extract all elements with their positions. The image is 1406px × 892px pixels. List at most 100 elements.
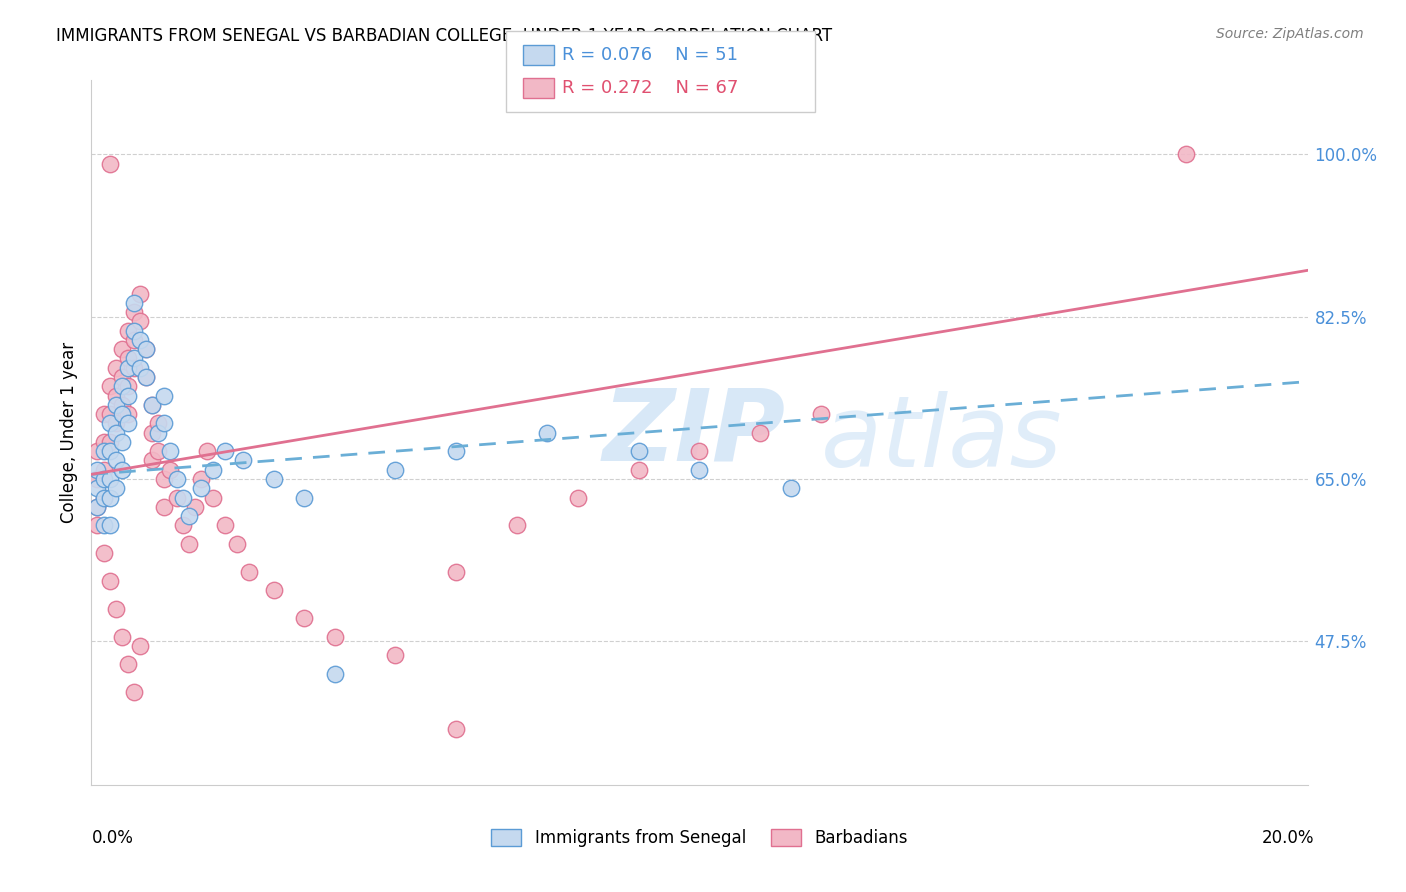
Point xyxy=(122,324,145,338)
Point xyxy=(177,509,200,524)
Point xyxy=(98,434,121,449)
Point xyxy=(292,611,315,625)
Point xyxy=(117,379,139,393)
Text: atlas: atlas xyxy=(821,392,1063,488)
Point xyxy=(141,398,163,412)
Point xyxy=(111,342,134,356)
Point xyxy=(93,444,115,458)
Point xyxy=(141,398,163,412)
Point xyxy=(117,351,139,366)
Point xyxy=(444,723,467,737)
Point xyxy=(93,463,115,477)
Point xyxy=(1174,147,1197,161)
Point xyxy=(292,491,315,505)
Point xyxy=(111,379,134,393)
Point xyxy=(122,295,145,310)
Point xyxy=(195,444,218,458)
Point xyxy=(98,491,121,505)
Point xyxy=(117,657,139,672)
Point xyxy=(93,434,115,449)
Point xyxy=(98,518,121,533)
Point xyxy=(166,472,188,486)
Point xyxy=(135,342,157,356)
Point xyxy=(323,666,346,681)
Point xyxy=(214,518,236,533)
Text: 20.0%: 20.0% xyxy=(1263,830,1315,847)
Point xyxy=(159,463,181,477)
Point xyxy=(93,472,115,486)
Point xyxy=(129,286,152,301)
Point xyxy=(122,333,145,347)
Point xyxy=(232,453,254,467)
Point xyxy=(263,583,285,598)
Point xyxy=(567,491,589,505)
Point xyxy=(86,472,108,486)
Point xyxy=(384,463,406,477)
Point xyxy=(111,370,134,384)
Point xyxy=(172,518,194,533)
Point xyxy=(688,463,710,477)
Point xyxy=(122,685,145,699)
Point xyxy=(323,630,346,644)
Point xyxy=(153,472,176,486)
Point xyxy=(111,434,134,449)
Point xyxy=(86,481,108,495)
Point xyxy=(148,417,170,431)
Point xyxy=(98,157,121,171)
Point xyxy=(172,491,194,505)
Point xyxy=(117,407,139,421)
Point xyxy=(117,324,139,338)
Point xyxy=(93,491,115,505)
Text: ZIP: ZIP xyxy=(602,384,785,481)
Point xyxy=(153,388,176,402)
Point xyxy=(148,425,170,440)
Point xyxy=(135,370,157,384)
Point xyxy=(135,370,157,384)
Point xyxy=(159,444,181,458)
Point xyxy=(536,425,558,440)
Point xyxy=(93,407,115,421)
Point xyxy=(148,444,170,458)
Point xyxy=(111,398,134,412)
Point xyxy=(190,472,212,486)
Point xyxy=(93,518,115,533)
Point xyxy=(238,565,260,579)
Point xyxy=(111,463,134,477)
Text: Source: ZipAtlas.com: Source: ZipAtlas.com xyxy=(1216,27,1364,41)
Point xyxy=(98,379,121,393)
Point xyxy=(104,453,127,467)
Point xyxy=(129,360,152,375)
Point xyxy=(98,472,121,486)
Point xyxy=(117,388,139,402)
Point xyxy=(117,417,139,431)
Point xyxy=(263,472,285,486)
Point xyxy=(444,444,467,458)
Point xyxy=(86,463,108,477)
Point xyxy=(111,630,134,644)
Text: R = 0.076    N = 51: R = 0.076 N = 51 xyxy=(562,46,738,64)
Point xyxy=(135,342,157,356)
Point xyxy=(111,407,134,421)
Point xyxy=(444,565,467,579)
Point xyxy=(627,444,650,458)
Point xyxy=(202,491,225,505)
Point xyxy=(104,360,127,375)
Point xyxy=(779,481,801,495)
Text: 0.0%: 0.0% xyxy=(91,830,134,847)
Point xyxy=(93,546,115,560)
Point xyxy=(86,444,108,458)
Point xyxy=(202,463,225,477)
Point xyxy=(104,481,127,495)
Point xyxy=(153,500,176,514)
Point xyxy=(122,360,145,375)
Point xyxy=(129,314,152,328)
Point xyxy=(384,648,406,662)
Point xyxy=(177,537,200,551)
Point xyxy=(810,407,832,421)
Text: IMMIGRANTS FROM SENEGAL VS BARBADIAN COLLEGE, UNDER 1 YEAR CORRELATION CHART: IMMIGRANTS FROM SENEGAL VS BARBADIAN COL… xyxy=(56,27,832,45)
Text: R = 0.272    N = 67: R = 0.272 N = 67 xyxy=(562,79,738,97)
Point xyxy=(122,305,145,319)
Point xyxy=(749,425,772,440)
Y-axis label: College, Under 1 year: College, Under 1 year xyxy=(59,342,77,524)
Point xyxy=(166,491,188,505)
